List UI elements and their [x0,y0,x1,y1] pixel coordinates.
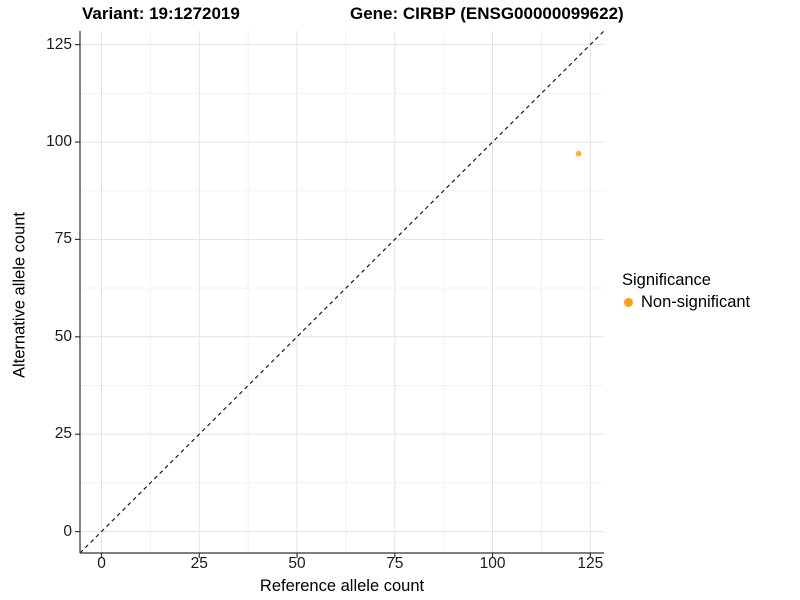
x-tick-label: 50 [288,555,306,572]
y-tick-label: 50 [54,327,72,345]
x-axis-label: Reference allele count [259,577,425,595]
data-point [575,150,582,157]
legend-entries: Non-significant [622,293,750,312]
x-tick-label: 0 [97,555,106,572]
identity-dashed-line [79,30,605,554]
y-tick-label: 125 [46,35,72,53]
legend-entry-label: Non-significant [641,293,751,311]
legend-entry: Non-significant [624,293,750,312]
x-tick-label: 125 [577,555,604,572]
gene-title: Gene: CIRBP (ENSG00000099622) [350,4,624,23]
legend-title: Significance [622,271,711,289]
x-tick-label: 25 [190,555,208,572]
legend-key-dot-icon [624,298,633,307]
x-tick-label: 100 [479,555,506,572]
y-tick-label: 25 [54,425,72,443]
x-tick-label: 75 [386,555,404,572]
y-tick-label: 0 [63,522,72,540]
y-axis-label: Alternative allele count [10,211,29,379]
variant-title: Variant: 19:1272019 [82,4,240,23]
y-tick-label: 75 [54,230,72,248]
y-tick-label: 100 [46,133,72,151]
legend: Significance Non-significant [622,270,750,312]
